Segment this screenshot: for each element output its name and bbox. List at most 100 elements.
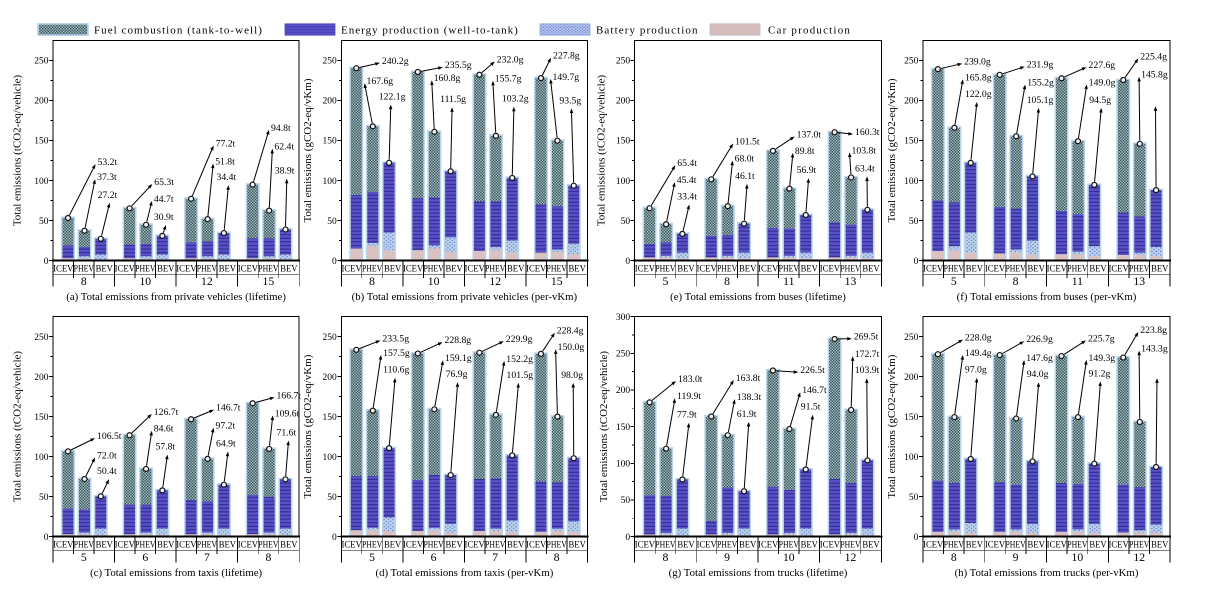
svg-text:12: 12 <box>845 551 857 564</box>
svg-text:PHEV: PHEV <box>197 540 218 550</box>
svg-text:229.9g: 229.9g <box>506 334 533 345</box>
svg-text:BEV: BEV <box>384 264 402 274</box>
svg-text:ICEV: ICEV <box>1047 540 1068 550</box>
svg-text:9: 9 <box>724 551 730 564</box>
svg-text:ICEV: ICEV <box>403 540 424 550</box>
svg-text:166.7t: 166.7t <box>277 390 302 401</box>
svg-text:110.6g: 110.6g <box>383 365 409 376</box>
svg-text:(h) Total emissions from truck: (h) Total emissions from trucks (per-vKm… <box>955 567 1139 579</box>
svg-text:BEV: BEV <box>280 264 298 274</box>
svg-text:157.5g: 157.5g <box>383 348 410 359</box>
svg-text:8: 8 <box>554 551 560 564</box>
svg-text:150: 150 <box>34 137 49 147</box>
svg-text:0: 0 <box>625 257 630 267</box>
svg-text:BEV: BEV <box>384 540 402 550</box>
svg-text:250: 250 <box>323 57 338 67</box>
svg-text:(g) Total emissions from truck: (g) Total emissions from trucks (lifetim… <box>669 567 848 579</box>
svg-text:101.5g: 101.5g <box>507 370 534 381</box>
svg-text:68.0t: 68.0t <box>735 154 755 165</box>
svg-text:BEV: BEV <box>569 540 587 550</box>
svg-text:145.8g: 145.8g <box>1141 70 1168 81</box>
svg-text:77.2t: 77.2t <box>216 138 236 149</box>
svg-text:ICEV: ICEV <box>115 540 136 550</box>
svg-text:BEV: BEV <box>966 264 984 274</box>
svg-text:46.1t: 46.1t <box>735 171 755 182</box>
svg-text:227.8g: 227.8g <box>553 51 580 62</box>
svg-text:ICEV: ICEV <box>341 264 362 274</box>
svg-text:77.9t: 77.9t <box>677 410 697 421</box>
svg-text:PHEV: PHEV <box>944 264 965 274</box>
svg-text:ICEV: ICEV <box>176 540 197 550</box>
svg-text:ICEV: ICEV <box>238 540 259 550</box>
svg-text:122.0g: 122.0g <box>965 89 992 100</box>
svg-text:12: 12 <box>201 275 213 288</box>
svg-text:BEV: BEV <box>280 540 298 550</box>
svg-text:PHEV: PHEV <box>779 264 800 274</box>
svg-text:200: 200 <box>323 97 338 107</box>
svg-text:56.9t: 56.9t <box>797 165 817 176</box>
svg-text:BEV: BEV <box>157 540 175 550</box>
svg-text:250: 250 <box>904 333 919 343</box>
svg-text:ICEV: ICEV <box>53 264 74 274</box>
svg-text:103.8t: 103.8t <box>852 145 877 156</box>
svg-text:BEV: BEV <box>569 264 587 274</box>
svg-text:BEV: BEV <box>96 264 114 274</box>
svg-text:72.0t: 72.0t <box>97 450 117 461</box>
svg-text:(a) Total emissions from priva: (a) Total emissions from private vehicle… <box>66 291 286 303</box>
svg-text:250: 250 <box>34 333 49 343</box>
svg-text:10: 10 <box>783 551 795 564</box>
svg-text:PHEV: PHEV <box>840 540 861 550</box>
svg-text:Total emissions (gCO2-eq/vKm): Total emissions (gCO2-eq/vKm) <box>302 78 314 222</box>
svg-text:150: 150 <box>904 137 919 147</box>
svg-text:ICEV: ICEV <box>985 264 1006 274</box>
svg-text:33.4t: 33.4t <box>677 191 697 202</box>
svg-text:149.3g: 149.3g <box>1089 353 1116 364</box>
svg-text:160.3t: 160.3t <box>855 127 880 138</box>
svg-text:9: 9 <box>1013 551 1019 564</box>
svg-text:11: 11 <box>1072 275 1083 288</box>
svg-text:64.9t: 64.9t <box>216 439 236 450</box>
svg-text:250: 250 <box>616 350 631 360</box>
svg-text:34.4t: 34.4t <box>217 172 237 183</box>
svg-text:225.4g: 225.4g <box>1140 51 1167 62</box>
svg-text:137.0t: 137.0t <box>797 129 822 140</box>
svg-text:PHEV: PHEV <box>485 264 506 274</box>
svg-text:0: 0 <box>914 257 919 267</box>
svg-text:200: 200 <box>616 386 631 396</box>
svg-text:ICEV: ICEV <box>923 540 944 550</box>
svg-text:ICEV: ICEV <box>1108 264 1129 274</box>
svg-text:ICEV: ICEV <box>176 264 197 274</box>
svg-text:50.4t: 50.4t <box>97 466 117 477</box>
svg-text:BEV: BEV <box>1089 264 1107 274</box>
svg-text:8: 8 <box>951 551 957 564</box>
svg-text:BEV: BEV <box>739 540 757 550</box>
svg-text:223.8g: 223.8g <box>1140 325 1167 336</box>
svg-text:200: 200 <box>34 373 49 383</box>
svg-text:233.5g: 233.5g <box>382 333 409 344</box>
svg-text:71.6t: 71.6t <box>277 427 297 438</box>
svg-text:0: 0 <box>625 533 630 543</box>
svg-text:126.7t: 126.7t <box>154 407 179 418</box>
svg-text:62.4t: 62.4t <box>274 142 294 153</box>
svg-text:PHEV: PHEV <box>840 264 861 274</box>
svg-text:231.9g: 231.9g <box>1027 60 1054 71</box>
svg-text:146.7t: 146.7t <box>216 403 241 414</box>
svg-text:100: 100 <box>34 177 49 187</box>
svg-text:45.4t: 45.4t <box>677 175 697 186</box>
svg-text:ICEV: ICEV <box>923 264 944 274</box>
svg-text:PHEV: PHEV <box>1129 540 1150 550</box>
svg-text:165.8g: 165.8g <box>965 72 992 83</box>
svg-text:103.2g: 103.2g <box>502 94 529 105</box>
svg-text:ICEV: ICEV <box>115 264 136 274</box>
svg-text:PHEV: PHEV <box>655 540 676 550</box>
svg-text:PHEV: PHEV <box>1067 264 1088 274</box>
svg-text:61.9t: 61.9t <box>737 409 757 420</box>
svg-text:BEV: BEV <box>1151 264 1169 274</box>
svg-text:PHEV: PHEV <box>135 540 156 550</box>
svg-text:172.7t: 172.7t <box>855 349 880 360</box>
svg-text:BEV: BEV <box>739 264 757 274</box>
svg-text:PHEV: PHEV <box>944 540 965 550</box>
svg-text:Energy production (well-to-tan: Energy production (well-to-tank) <box>341 24 519 36</box>
svg-text:94.5g: 94.5g <box>1089 95 1111 106</box>
svg-text:65.4t: 65.4t <box>677 158 697 169</box>
